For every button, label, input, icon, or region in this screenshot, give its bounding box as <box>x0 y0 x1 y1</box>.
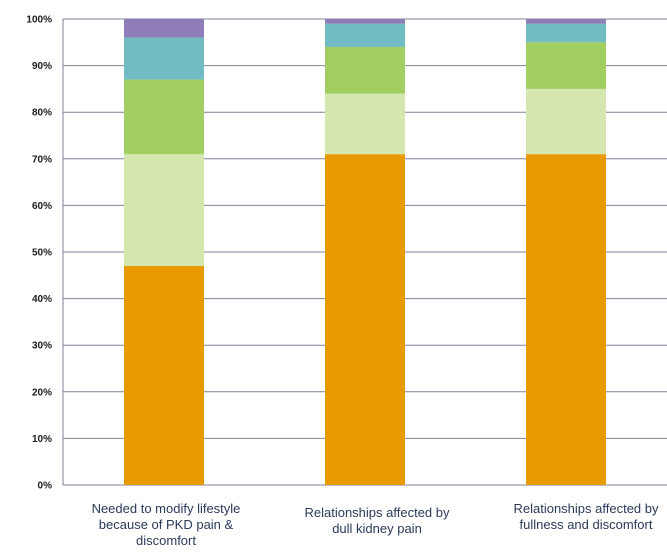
bar-segment <box>325 23 405 47</box>
x-tick-label: Relationships affected by fullness and di… <box>513 501 659 532</box>
x-tick-label-line: dull kidney pain <box>332 521 422 536</box>
bar-segment <box>526 23 606 43</box>
bar-segment <box>124 154 204 266</box>
x-tick-label-line: because of PKD pain & <box>99 517 234 532</box>
y-tick-label: 100% <box>26 15 52 26</box>
y-tick-label: 40% <box>32 294 52 305</box>
y-tick-label: 30% <box>32 341 52 352</box>
bar-segment <box>124 19 204 38</box>
y-tick-label: 20% <box>32 387 52 398</box>
y-tick-label: 50% <box>32 248 52 259</box>
bar-segment <box>526 154 606 485</box>
bar-segment <box>526 42 606 89</box>
y-tick-label: 80% <box>32 108 52 119</box>
x-tick-label-line: fullness and discomfort <box>520 517 653 532</box>
bar-segment <box>124 79 204 155</box>
x-tick-label-line: discomfort <box>136 533 196 548</box>
bar-segment <box>325 93 405 155</box>
bar-segment <box>124 265 204 485</box>
x-tick-label-line: Needed to modify lifestyle <box>92 501 241 516</box>
x-tick-label: Needed to modify lifestyle because of PKD… <box>92 501 241 548</box>
bar-segment <box>526 19 606 24</box>
y-tick-label: 60% <box>32 201 52 212</box>
y-tick-label: 10% <box>32 434 52 445</box>
x-axis-ticks: Needed to modify lifestyle because of PKD… <box>92 501 659 548</box>
y-tick-label: 0% <box>38 481 53 492</box>
x-tick-label-line: Relationships affected by <box>513 501 659 516</box>
y-tick-label: 90% <box>32 61 52 72</box>
y-tick-label: 70% <box>32 154 52 165</box>
bar-segment <box>526 88 606 155</box>
bar-segment <box>325 154 405 485</box>
bar-segment <box>325 46 405 94</box>
x-tick-label: Relationships affected by dull kidney pai… <box>304 505 450 536</box>
x-tick-label-line: Relationships affected by <box>304 505 450 520</box>
bars <box>124 19 606 485</box>
bar-segment <box>325 19 405 24</box>
y-axis-ticks: 0% 10% 20% 30% 40% 50% 60% 70% 80% 90% 100% <box>26 15 52 492</box>
bar-segment <box>124 37 204 80</box>
